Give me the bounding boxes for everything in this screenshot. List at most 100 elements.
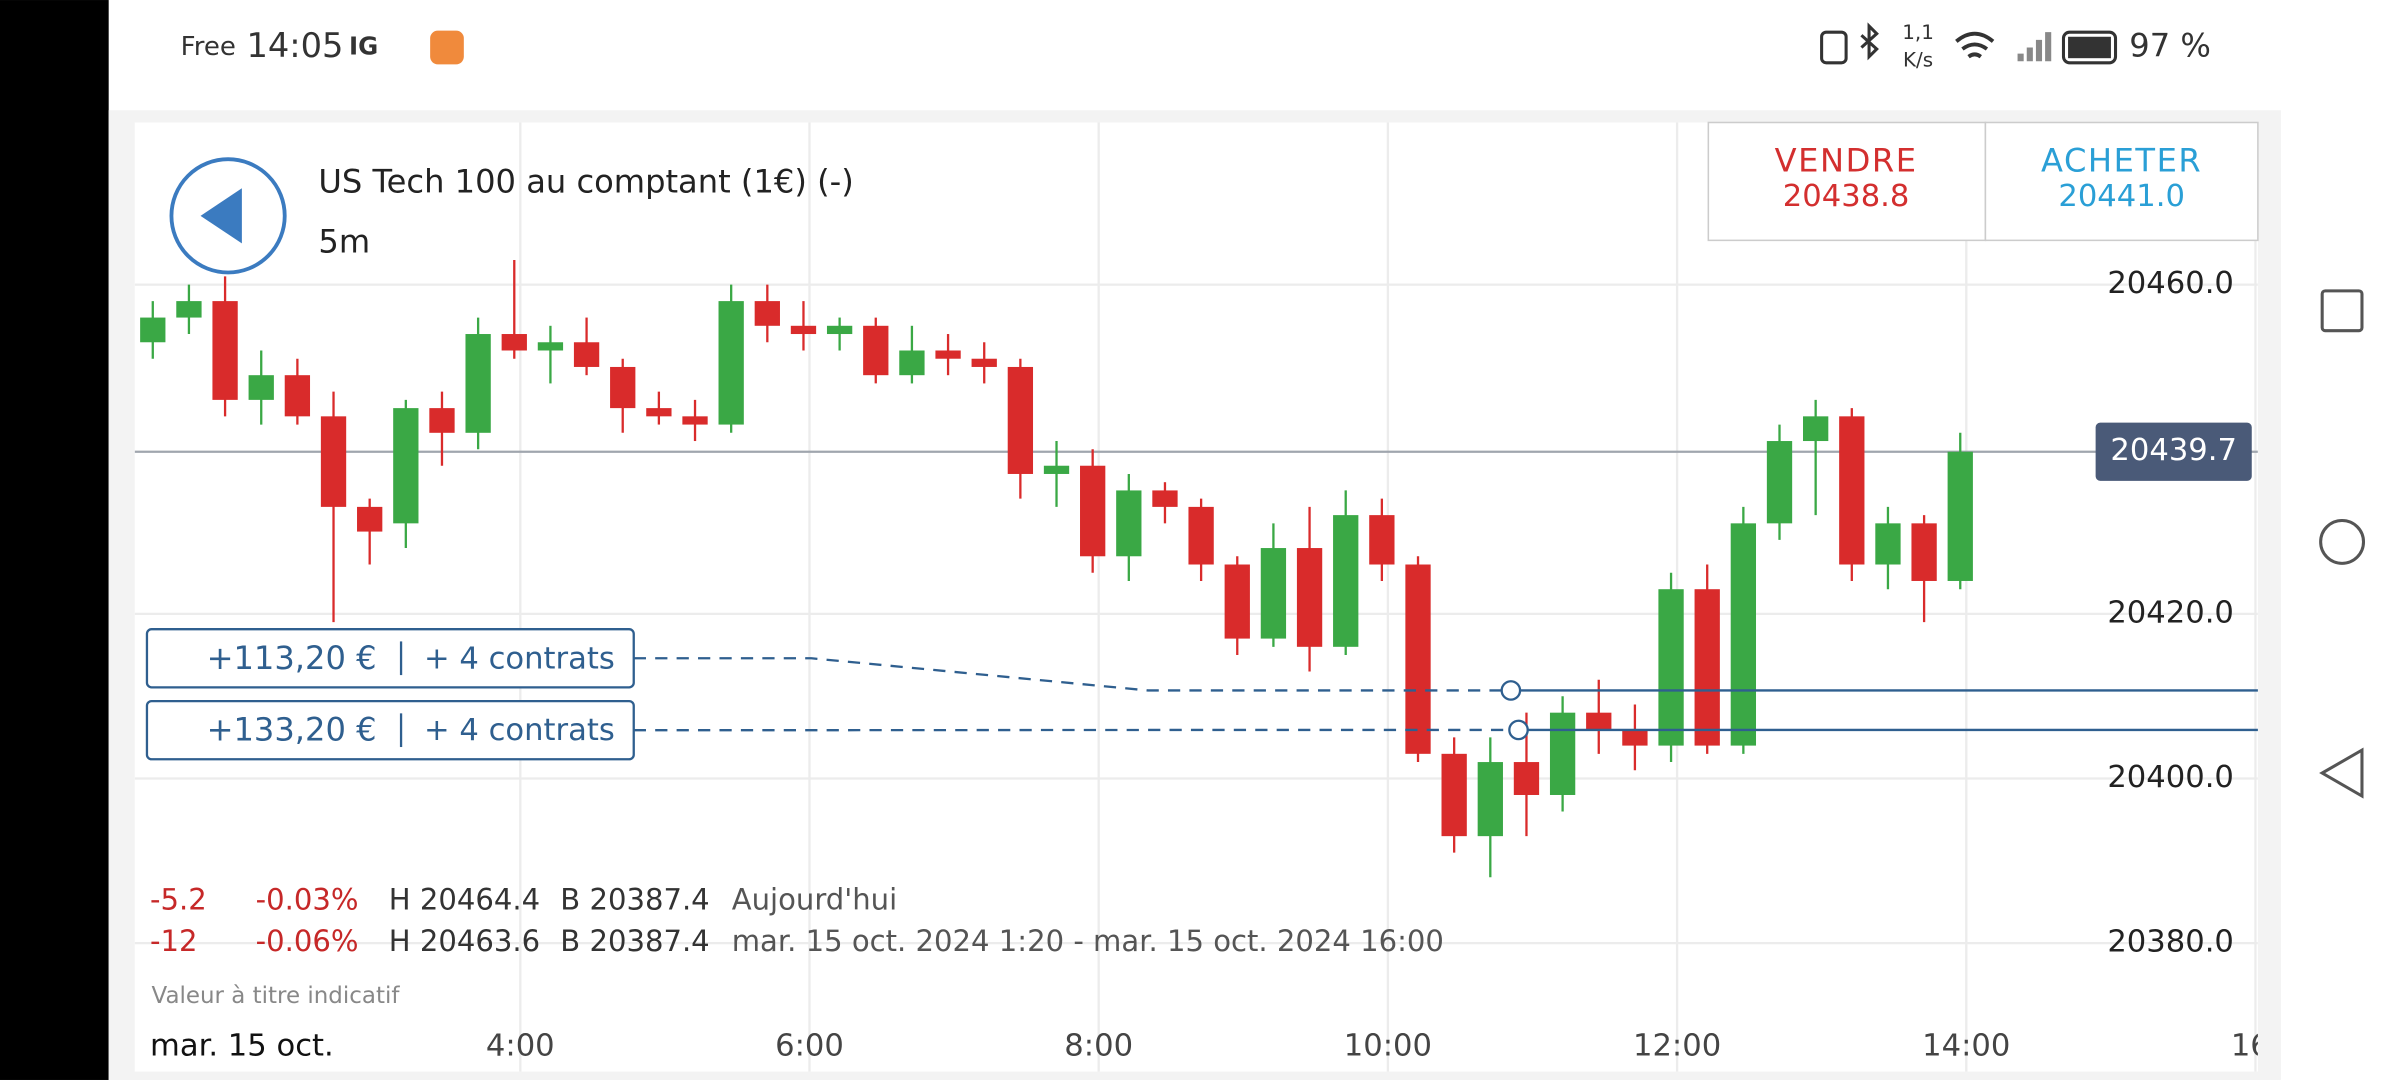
candle-body xyxy=(538,342,563,350)
nfc-icon xyxy=(1822,32,1846,63)
candle-body xyxy=(1442,754,1467,836)
candle-body xyxy=(1911,523,1936,581)
candle-body xyxy=(899,350,924,375)
candle-body xyxy=(1731,523,1756,745)
candle-body xyxy=(1261,548,1286,639)
candle-body xyxy=(972,359,997,367)
stat-change: -5.2 xyxy=(150,883,207,917)
candle-body xyxy=(1080,466,1105,557)
y-tick-label: 20460.0 xyxy=(2107,266,2234,301)
notification-icon xyxy=(430,31,464,65)
candle-body xyxy=(502,334,527,350)
battery-level xyxy=(2068,37,2111,58)
x-tick-label: 4:00 xyxy=(486,1029,555,1064)
y-tick-label: 20380.0 xyxy=(2107,925,2234,960)
candle-body xyxy=(1622,729,1647,745)
position-size: + 4 contrats xyxy=(424,641,615,676)
stat-change: -12 xyxy=(150,924,198,958)
candle-body xyxy=(1225,565,1250,639)
stat-pct: -0.03% xyxy=(256,883,359,917)
stat-period: Aujourd'hui xyxy=(732,883,897,917)
stat-high: H 20464.4 xyxy=(389,883,540,917)
candle-body xyxy=(1875,523,1900,564)
stat-pct: -0.06% xyxy=(256,924,359,958)
candle-body xyxy=(682,416,707,424)
candle-body xyxy=(1658,589,1683,745)
candle-body xyxy=(719,301,744,424)
position-marker xyxy=(1509,721,1527,739)
candle-body xyxy=(1767,441,1792,523)
buy-price: 20441.0 xyxy=(2058,179,2185,214)
interval: 5m xyxy=(318,222,370,260)
candle-body xyxy=(1333,515,1358,647)
status-bar: Free 14:05 IG 1,1 K/s 97 % xyxy=(181,21,2211,72)
position-pnl: +133,20 € xyxy=(207,711,377,749)
candle-body xyxy=(1405,565,1430,754)
net-speed: 1,1 xyxy=(1902,21,1934,44)
sell-price: 20438.8 xyxy=(1783,179,1910,214)
carrier: Free xyxy=(181,32,236,62)
stat-period: mar. 15 oct. 2024 1:20 - mar. 15 oct. 20… xyxy=(732,924,1444,958)
sell-label: VENDRE xyxy=(1775,141,1918,179)
x-tick-label: 10:00 xyxy=(1344,1029,1432,1064)
candle-body xyxy=(1586,713,1611,729)
wifi-icon xyxy=(1956,34,1993,57)
y-tick-label: 20420.0 xyxy=(2107,595,2234,630)
candle-body xyxy=(140,318,165,343)
home-button[interactable] xyxy=(2321,520,2364,563)
candle-body xyxy=(1514,762,1539,795)
back-nav-button[interactable] xyxy=(2322,750,2362,796)
candle-body xyxy=(755,301,780,326)
buy-label: ACHETER xyxy=(2041,141,2202,179)
clock: 14:05 xyxy=(246,26,343,65)
x-tick-label: 12:00 xyxy=(1633,1029,1721,1064)
y-tick-label: 20400.0 xyxy=(2107,760,2234,795)
current-price-label: 20439.7 xyxy=(2110,433,2237,468)
signal-icon xyxy=(2018,32,2052,61)
candle-body xyxy=(1478,762,1503,836)
position-size: + 4 contrats xyxy=(424,713,615,748)
candle-body xyxy=(1369,515,1394,564)
candle-body xyxy=(249,375,274,400)
x-tick-label: 6:00 xyxy=(775,1029,844,1064)
disclaimer: Valeur à titre indicatif xyxy=(152,983,401,1009)
candle-body xyxy=(321,416,346,507)
candle-body xyxy=(1008,367,1033,474)
x-tick-label: 8:00 xyxy=(1064,1029,1133,1064)
candle-body xyxy=(285,375,310,416)
candle-body xyxy=(610,367,635,408)
candle-body xyxy=(1152,490,1177,506)
candle-body xyxy=(1297,548,1322,647)
candle-body xyxy=(1550,713,1575,795)
candle-body xyxy=(1188,507,1213,565)
candle-body xyxy=(212,301,237,400)
candle-body xyxy=(1695,589,1720,745)
candle-body xyxy=(574,342,599,367)
candle-body xyxy=(863,326,888,375)
date-label: mar. 15 oct. xyxy=(150,1029,334,1064)
candle-body xyxy=(429,408,454,433)
candle-body xyxy=(827,326,852,334)
candle-body xyxy=(465,334,490,433)
battery-text: 97 % xyxy=(2129,26,2211,64)
candle-body xyxy=(1803,416,1828,441)
candle-body xyxy=(357,507,382,532)
nav-bar xyxy=(2321,291,2364,796)
x-tick-label: 14:00 xyxy=(1922,1029,2010,1064)
candle-body xyxy=(1948,452,1973,581)
instrument-title: US Tech 100 au comptant (1€) (-) xyxy=(318,163,853,201)
bluetooth-icon xyxy=(1861,26,1876,57)
candle-body xyxy=(393,408,418,523)
position-pnl: +113,20 € xyxy=(207,639,377,677)
candle-body xyxy=(1044,466,1069,474)
candle-body xyxy=(1839,416,1864,564)
position-marker xyxy=(1502,681,1520,699)
stat-high: H 20463.6 xyxy=(389,924,540,958)
candle-body xyxy=(646,408,671,416)
net-unit: K/s xyxy=(1903,49,1933,72)
recent-button[interactable] xyxy=(2322,291,2362,331)
candle-body xyxy=(935,350,960,358)
candle-body xyxy=(1116,490,1141,556)
